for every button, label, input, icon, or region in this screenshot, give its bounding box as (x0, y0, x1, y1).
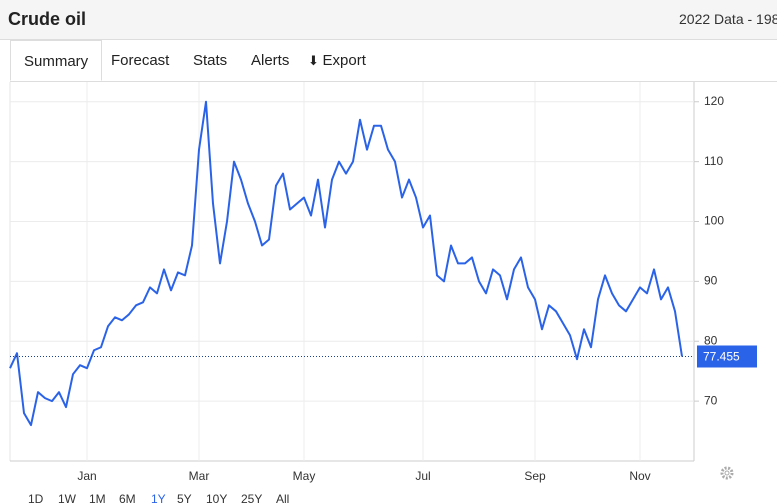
tab[interactable]: Alerts (238, 40, 302, 81)
export-icon: ⬇ (308, 53, 323, 68)
range-button[interactable]: 6M (119, 492, 136, 504)
tab-label: Forecast (111, 52, 170, 69)
range-button[interactable]: 1W (58, 492, 77, 504)
range-button[interactable]: 25Y (241, 492, 262, 504)
last-price-box (697, 345, 757, 368)
x-tick-label: Nov (629, 469, 650, 483)
price-line (9, 100, 683, 427)
x-tick-label: Mar (189, 469, 210, 483)
tab-label: Stats (193, 52, 228, 69)
last-price-label: 77.455 (703, 350, 740, 364)
range-button[interactable]: 1M (89, 492, 106, 504)
x-tick-label: Sep (524, 469, 546, 483)
y-tick-label: 100 (704, 214, 724, 228)
y-tick-label: 80 (704, 333, 718, 347)
tabs: Summary Forecast Stats Alerts ⬇ Export (10, 40, 777, 82)
tab[interactable]: ⬇ Export (295, 40, 379, 81)
tab-label: Export (322, 52, 366, 69)
tab-label: Alerts (251, 52, 290, 69)
range-button[interactable]: All (276, 492, 289, 504)
x-tick-label: Jan (77, 469, 96, 483)
y-tick-label: 120 (704, 94, 724, 108)
subtitle: 2022 Data - 198 (679, 11, 777, 27)
header: Crude oil 2022 Data - 198 (0, 0, 777, 40)
x-tick-label: Jul (415, 469, 430, 483)
range-button[interactable]: 1Y (151, 492, 166, 504)
title: Crude oil (8, 9, 87, 29)
y-tick-label: 110 (704, 154, 723, 168)
y-tick-label: 70 (704, 393, 718, 407)
tab[interactable]: Forecast (98, 40, 182, 81)
tab[interactable]: Summary (10, 40, 103, 81)
gear-icon[interactable] (720, 466, 734, 480)
tab[interactable]: Stats (180, 40, 240, 81)
range-button[interactable]: 10Y (206, 492, 227, 504)
range-button[interactable]: 5Y (177, 492, 192, 504)
range-button[interactable]: 1D (28, 492, 44, 504)
x-tick-label: May (293, 469, 316, 483)
tab-label: Summary (24, 53, 89, 70)
y-tick-label: 90 (704, 274, 718, 288)
